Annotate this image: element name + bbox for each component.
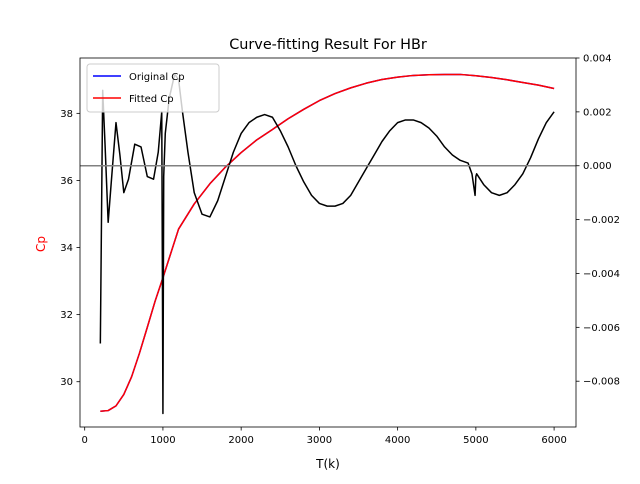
y-tick-label: 32	[60, 310, 73, 321]
y2-tick-label: −0.006	[583, 323, 620, 334]
plot-lines	[80, 73, 576, 415]
legend: Original Cp Fitted Cp	[86, 63, 220, 113]
y2-tick-label: −0.004	[583, 269, 620, 280]
y2-tick-label: −0.002	[583, 215, 620, 226]
plot-frame	[79, 57, 577, 428]
x-tick-label: 4000	[385, 435, 410, 446]
y2-tick-label: −0.008	[583, 377, 620, 388]
y2-tick-label: 0.000	[583, 161, 612, 172]
x-tick-label: 3000	[307, 435, 332, 446]
x-tick-label: 0	[82, 435, 88, 446]
legend-label: Original Cp	[129, 72, 185, 83]
x-tick-label: 6000	[541, 435, 566, 446]
series-line-1	[100, 73, 555, 412]
chart-title: Curve-fitting Result For HBr	[229, 37, 427, 53]
x-tick-label: 1000	[150, 435, 175, 446]
x-tick-label: 2000	[228, 435, 253, 446]
y-tick-label: 36	[60, 176, 73, 187]
y2-tick-label: 0.004	[583, 54, 612, 65]
y2-tick-label: 0.002	[583, 107, 612, 118]
axes: 0 1000 2000 3000 4000 5000 6000 30 32 34 36 38 −0.00…	[60, 54, 620, 447]
x-tick-label: 5000	[463, 435, 488, 446]
x-axis-label: T(k)	[315, 457, 340, 471]
y-axis-label: Cp	[34, 236, 48, 252]
y-tick-label: 30	[60, 377, 73, 388]
y-tick-label: 34	[60, 243, 73, 254]
y-tick-label: 38	[60, 109, 73, 120]
legend-label: Fitted Cp	[129, 94, 174, 105]
